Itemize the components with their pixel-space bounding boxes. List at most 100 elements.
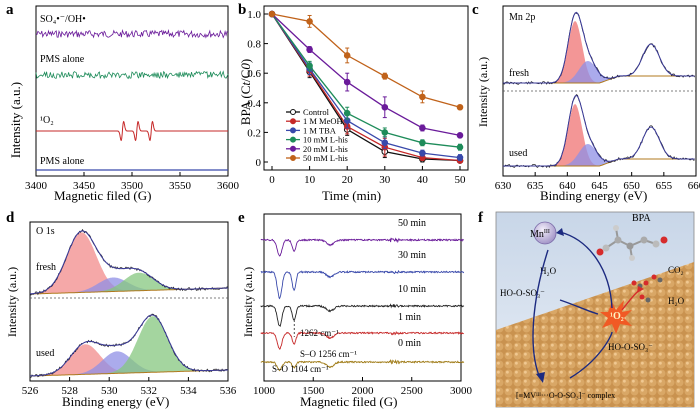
annot-1104: S–O 1104 cm⁻¹ xyxy=(272,364,329,374)
epr-plot-a: 3400 3450 3500 3550 3600 xyxy=(25,5,240,192)
legend-marker xyxy=(290,136,296,143)
plot-frame-d xyxy=(29,221,229,382)
arrow-cycle-to-mn xyxy=(559,231,613,309)
data-point xyxy=(343,78,351,86)
trace-pms-alone-top xyxy=(35,70,229,80)
fill-peak-mn4 xyxy=(503,61,695,83)
xlabel-d: Binding energy (eV) xyxy=(62,394,169,409)
x-tick-label-b: 40 xyxy=(417,174,429,186)
xlabel-e: Magnetic filed (G) xyxy=(300,394,397,409)
data-point xyxy=(456,103,464,111)
label-fresh-c: fresh xyxy=(509,68,529,79)
x-axis-c-tick-label: 660 xyxy=(688,180,700,192)
legend-label: 20 mM L-his xyxy=(303,144,348,154)
x-tick-label-b: 0 xyxy=(269,174,275,186)
fit-envelope-d xyxy=(29,230,228,295)
annot-1256: S–O 1256 cm⁻¹ xyxy=(300,349,357,359)
data-point xyxy=(268,10,276,18)
label-50min: 50 min xyxy=(398,218,426,229)
panel-label-f: f xyxy=(478,210,484,226)
fit-envelope-c xyxy=(503,94,695,167)
ylabel-a: Intensity (a.u.) xyxy=(8,82,23,158)
data-point xyxy=(306,62,313,70)
ylabel-b-mid: /C xyxy=(238,70,253,82)
data-point xyxy=(456,132,464,139)
y-tick-label-b: 0.8 xyxy=(247,39,261,51)
annot-1262: 1262 cm⁻¹ xyxy=(300,328,339,338)
fit-envelope-d xyxy=(29,314,228,377)
x-axis-e-tick-label: 1000 xyxy=(253,385,276,397)
mn-label: MnIII xyxy=(530,229,550,240)
panel-f: f MnIII BPA CO₂ H₂O xyxy=(478,210,695,408)
arrow-pms-in xyxy=(559,299,599,315)
label-fresh-d: fresh xyxy=(36,262,56,273)
label-10min: 10 min xyxy=(398,284,426,295)
spectrum-2 xyxy=(260,303,465,327)
legend-marker xyxy=(290,109,296,115)
panel-label-a: a xyxy=(6,2,14,18)
ylabel-b-start: BPA (C xyxy=(238,86,253,126)
ylabel-e: Intensity (a.u.) xyxy=(241,267,255,337)
complex-label: [≡MVᴵᴵᴵ···O-O-SO₃]⁻ complex xyxy=(516,391,615,400)
series-line-3 xyxy=(271,13,461,148)
label-used-c: used xyxy=(509,148,527,159)
label-so4-oh: SO₄•⁻/OH• xyxy=(40,14,86,25)
series-line-1 xyxy=(271,13,461,162)
x-axis-c-tick-label: 630 xyxy=(495,180,512,192)
x-axis-e-tick-label: 2000 xyxy=(352,385,375,397)
fill-component-d xyxy=(30,272,228,294)
data-point xyxy=(456,143,464,151)
x-tick-label-b: 30 xyxy=(379,174,391,186)
series-line-5 xyxy=(271,13,461,108)
x-axis-a-tick-label: 3500 xyxy=(121,180,144,192)
xlabel-a: Magnetic filed (G) xyxy=(54,188,151,203)
x-axis-c-tick-label: 645 xyxy=(591,180,608,192)
x-axis-e-tick-label: 2500 xyxy=(401,385,424,397)
data-point xyxy=(381,72,389,80)
label-30min: 30 min xyxy=(398,250,426,261)
raw-spectrum-c xyxy=(502,94,695,168)
x-axis-d-tick-label: 530 xyxy=(101,385,118,397)
series-line-2 xyxy=(271,13,461,159)
y-tick-label-b: 0.6 xyxy=(247,68,261,80)
x-axis-a-tick-label: 3400 xyxy=(25,180,48,192)
trace-so4-oh xyxy=(35,28,229,39)
y-tick-label-b: 0.2 xyxy=(247,127,261,139)
label-pms-alone-bottom: PMS alone xyxy=(40,156,85,167)
data-point xyxy=(381,103,389,111)
x-axis-e-tick-label: 1500 xyxy=(302,385,325,397)
label-mn2p: Mn 2p xyxy=(509,12,535,23)
data-point xyxy=(381,129,389,136)
x-axis-d-tick-label: 534 xyxy=(180,385,197,397)
x-axis-a-tick-label: 3450 xyxy=(73,180,96,192)
xlabel-c: Binding energy (eV) xyxy=(540,188,647,203)
x-tick-label-b: 20 xyxy=(342,174,354,186)
panel-label-e: e xyxy=(238,210,245,226)
y-tick-label-b: 1.0 xyxy=(247,9,261,21)
fit-envelope-c xyxy=(503,11,695,84)
pms-label-right: HO-O-SO₃⁻ xyxy=(608,342,653,352)
x-axis-d-tick-label: 536 xyxy=(220,385,237,397)
spectrum-0 xyxy=(260,237,465,257)
x-axis-c-tick-label: 635 xyxy=(527,180,544,192)
ylabel-c: Intensity (a.u.) xyxy=(476,57,490,127)
data-point xyxy=(419,124,426,132)
arrow-complex-to-singlet xyxy=(569,331,613,379)
x-axis-c-tick-label: 655 xyxy=(656,180,673,192)
label-used-d: used xyxy=(36,348,54,359)
label-1min: 1 min xyxy=(398,312,421,323)
y-tick-label-b: 0 xyxy=(256,157,262,169)
ylabel-b-end: ) xyxy=(238,59,253,63)
panel-d: d 526 528 530 532 534 536 O 1s fresh used Bin… xyxy=(5,210,237,409)
fill-peak-mn4 xyxy=(503,144,695,166)
ylabel-b-c0: 0 xyxy=(238,63,253,70)
fill-component-d xyxy=(30,316,228,376)
h2o-label-right: H₂O xyxy=(668,296,685,306)
x-axis-d-tick-label: 526 xyxy=(22,385,39,397)
plot-frame-e xyxy=(263,213,462,382)
panel-label-c: c xyxy=(472,2,479,18)
series-line-0 xyxy=(271,13,461,162)
data-point xyxy=(343,109,351,117)
label-singlet-oxygen: ¹O₂ xyxy=(40,115,54,126)
